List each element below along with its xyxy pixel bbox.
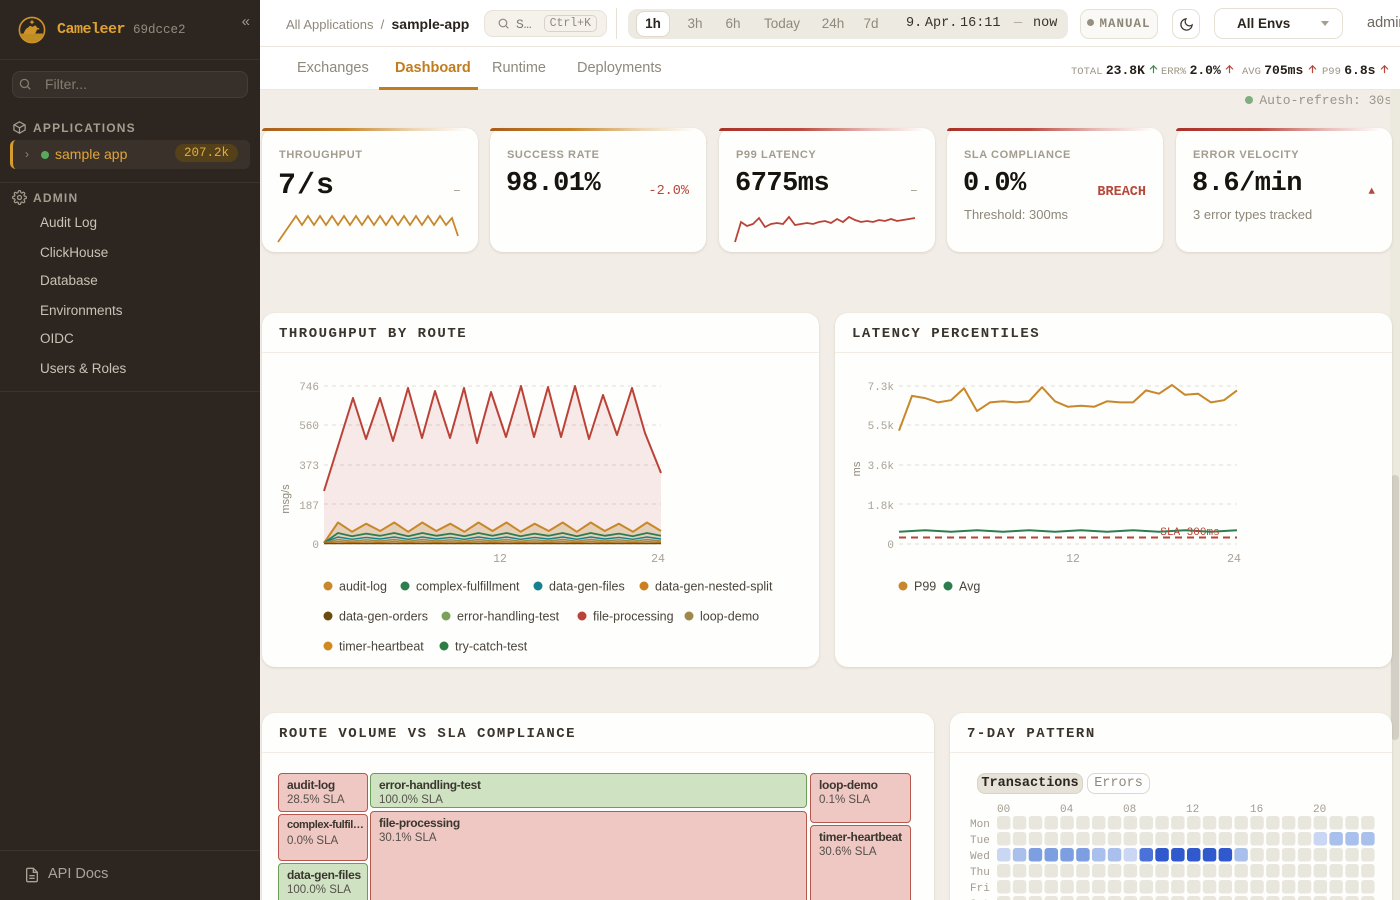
svg-text:20: 20 (1313, 804, 1326, 816)
svg-text:complex-fulfillment: complex-fulfillment (416, 580, 520, 594)
svg-text:373: 373 (299, 461, 319, 473)
svg-text:P99: P99 (914, 580, 936, 594)
svg-text:SLA 300ms: SLA 300ms (1160, 527, 1219, 539)
svg-text:24: 24 (651, 553, 665, 566)
svg-text:Tue: Tue (970, 835, 990, 847)
svg-text:1.8k: 1.8k (868, 501, 895, 513)
svg-text:ms: ms (851, 461, 863, 476)
svg-text:timer-heartbeat: timer-heartbeat (339, 640, 424, 654)
svg-text:12: 12 (493, 553, 507, 566)
svg-text:7.3k: 7.3k (868, 382, 895, 394)
svg-text:data-gen-nested-split: data-gen-nested-split (655, 580, 773, 594)
svg-text:try-catch-test: try-catch-test (455, 640, 528, 654)
svg-text:16: 16 (1250, 804, 1263, 816)
svg-text:12: 12 (1186, 804, 1199, 816)
svg-text:187: 187 (299, 501, 319, 513)
svg-text:0: 0 (312, 540, 319, 552)
svg-text:file-processing: file-processing (593, 610, 674, 624)
svg-text:5.5k: 5.5k (868, 421, 895, 433)
svg-text:560: 560 (299, 421, 319, 433)
svg-text:Mon: Mon (970, 819, 990, 831)
svg-text:audit-log: audit-log (339, 580, 387, 594)
svg-text:Fri: Fri (970, 883, 990, 895)
svg-text:loop-demo: loop-demo (700, 610, 759, 624)
svg-text:0: 0 (887, 540, 894, 552)
svg-text:msg/s: msg/s (280, 484, 292, 514)
svg-text:data-gen-files: data-gen-files (549, 580, 625, 594)
svg-text:24: 24 (1227, 553, 1241, 566)
svg-text:04: 04 (1060, 804, 1074, 816)
svg-text:12: 12 (1066, 553, 1080, 566)
svg-text:Wed: Wed (970, 851, 990, 863)
svg-text:746: 746 (299, 382, 319, 394)
svg-text:08: 08 (1123, 804, 1136, 816)
svg-text:data-gen-orders: data-gen-orders (339, 610, 428, 624)
svg-text:3.6k: 3.6k (868, 461, 895, 473)
svg-text:error-handling-test: error-handling-test (457, 610, 560, 624)
svg-text:Thu: Thu (970, 867, 990, 879)
svg-text:Avg: Avg (959, 580, 980, 594)
svg-text:00: 00 (997, 804, 1010, 816)
